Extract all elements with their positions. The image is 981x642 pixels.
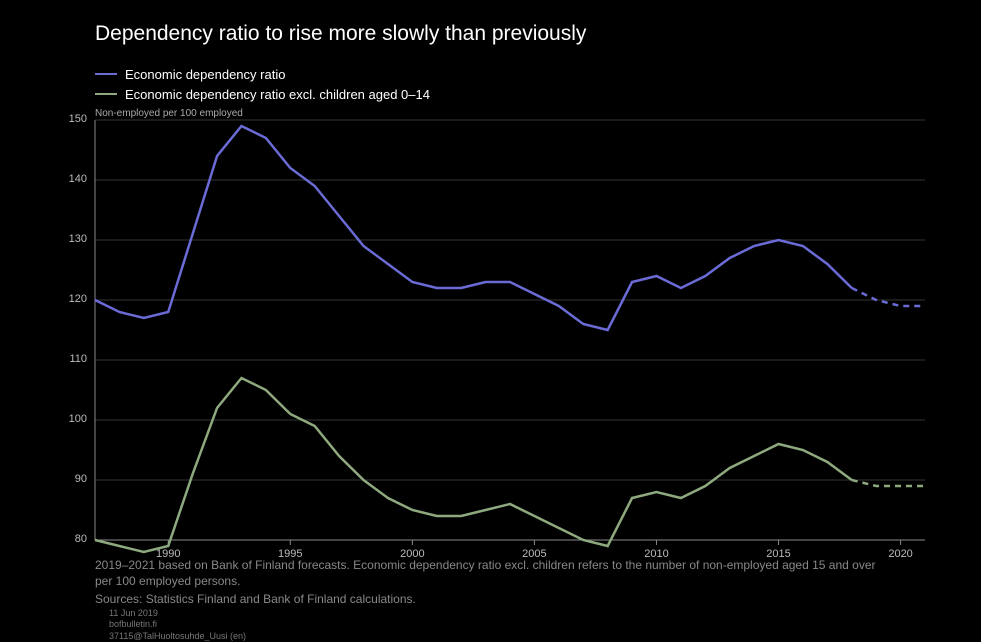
chart-metadata: 11 Jun 2019bofbulletin.fi37115@TalHuolto… — [109, 608, 246, 642]
y-tick: 150 — [47, 113, 87, 125]
chart-container: Dependency ratio to rise more slowly tha… — [0, 0, 981, 640]
plot-area — [0, 0, 981, 640]
meta-line: 11 Jun 2019 — [109, 608, 246, 619]
chart-source: Sources: Statistics Finland and Bank of … — [95, 592, 416, 608]
chart-footnote: 2019–2021 based on Bank of Finland forec… — [95, 558, 895, 589]
axes — [95, 120, 925, 545]
y-tick: 80 — [47, 533, 87, 545]
meta-line: 37115@TalHuoltosuhde_Uusi (en) — [109, 631, 246, 642]
grid — [95, 120, 925, 540]
y-tick: 100 — [47, 413, 87, 425]
series-line — [95, 126, 852, 330]
y-tick: 90 — [47, 473, 87, 485]
y-tick: 120 — [47, 293, 87, 305]
series-line — [95, 378, 852, 552]
y-tick: 130 — [47, 233, 87, 245]
meta-line: bofbulletin.fi — [109, 619, 246, 630]
y-tick: 110 — [47, 353, 87, 365]
y-tick: 140 — [47, 173, 87, 185]
series-line-forecast — [852, 480, 925, 486]
series-line-forecast — [852, 288, 925, 306]
